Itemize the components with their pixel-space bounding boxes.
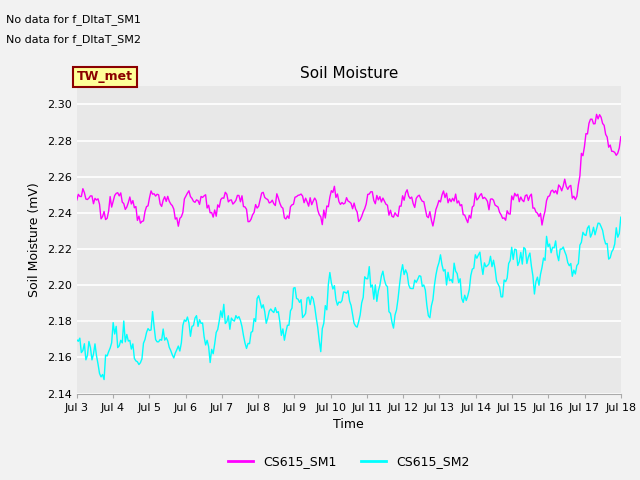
X-axis label: Time: Time (333, 418, 364, 431)
Text: TW_met: TW_met (77, 70, 133, 83)
Y-axis label: Soil Moisture (mV): Soil Moisture (mV) (28, 182, 42, 298)
Text: No data for f_DltaT_SM2: No data for f_DltaT_SM2 (6, 34, 141, 45)
Legend: CS615_SM1, CS615_SM2: CS615_SM1, CS615_SM2 (223, 450, 475, 473)
Text: No data for f_DltaT_SM1: No data for f_DltaT_SM1 (6, 14, 141, 25)
Title: Soil Moisture: Soil Moisture (300, 66, 398, 81)
